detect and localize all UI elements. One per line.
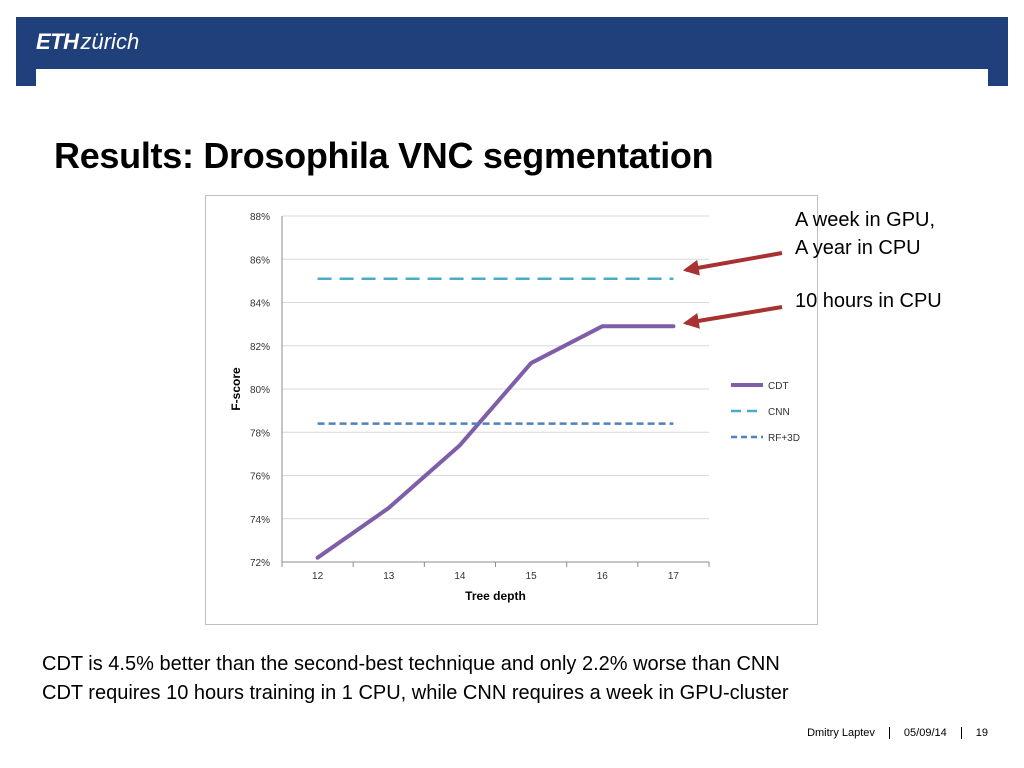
header-frame-left xyxy=(16,69,36,86)
y-tick-label: 80% xyxy=(250,385,270,396)
x-tick-label: 16 xyxy=(597,571,609,582)
header-frame-right xyxy=(988,69,1008,86)
y-tick-label: 82% xyxy=(250,342,270,353)
footer-author: Dmitry Laptev xyxy=(807,727,875,739)
y-tick-label: 74% xyxy=(250,515,270,526)
footer-date: 05/09/14 xyxy=(903,727,947,739)
y-tick-label: 84% xyxy=(250,299,270,310)
x-tick-label: 14 xyxy=(454,571,466,582)
header-bar: ETHzürich xyxy=(16,17,1008,69)
legend-label-cnn: CNN xyxy=(768,407,790,418)
x-tick-label: 12 xyxy=(312,571,324,582)
eth-zurich-logo: ETHzürich xyxy=(36,29,139,55)
summary-text: CDT is 4.5% better than the second-best … xyxy=(42,650,789,708)
line-chart: 72% 74% 76% 78% 80% 82% 84% 86% 88% 12 13 14 15 16 17 T… xyxy=(229,212,800,603)
slide-title: Results: Drosophila VNC segmentation xyxy=(54,135,714,176)
y-tick-label: 78% xyxy=(250,428,270,439)
arrow-to-cnn xyxy=(682,251,783,276)
y-tick-label: 72% xyxy=(250,558,270,569)
y-tick-label: 88% xyxy=(250,212,270,223)
y-axis-title: F-score xyxy=(229,367,243,411)
x-tick-label: 17 xyxy=(668,571,680,582)
header-frame xyxy=(16,69,1008,86)
summary-line-2: CDT requires 10 hours training in 1 CPU,… xyxy=(42,682,789,704)
x-tick-label: 15 xyxy=(526,571,538,582)
x-tick-label: 13 xyxy=(383,571,395,582)
summary-line-1: CDT is 4.5% better than the second-best … xyxy=(42,653,780,675)
footer-page-number: 19 xyxy=(975,727,988,739)
logo-eth: ETH xyxy=(36,29,79,54)
note-cpu-line: A year in CPU xyxy=(795,237,921,259)
note-gpu-cpu: A week in GPU, A year in CPU xyxy=(795,206,935,262)
legend-label-cdt: CDT xyxy=(768,381,789,392)
x-axis-title: Tree depth xyxy=(465,589,526,603)
logo-zurich: zürich xyxy=(80,29,140,54)
footer: Dmitry Laptev 05/09/14 19 xyxy=(807,727,988,739)
note-gpu-line: A week in GPU, xyxy=(795,209,936,231)
footer-separator xyxy=(960,727,962,739)
y-tick-label: 86% xyxy=(250,255,270,266)
note-hours-cpu: 10 hours in CPU xyxy=(795,290,942,312)
legend-label-rf-3d: RF+3D xyxy=(768,433,800,444)
arrow-to-cdt xyxy=(682,305,783,329)
y-tick-label: 76% xyxy=(250,472,270,483)
footer-separator xyxy=(888,727,890,739)
series-line-cdt xyxy=(315,324,676,560)
